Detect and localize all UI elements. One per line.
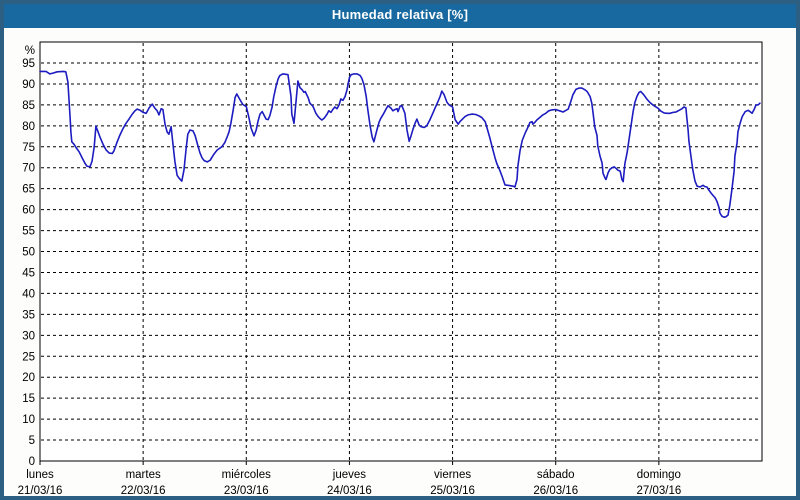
y-axis-unit-label: % [25,45,35,57]
x-axis-day-label: miércoles [222,469,271,481]
x-axis-date-label: 22/03/16 [121,485,166,496]
x-axis-day-label: sábado [537,469,575,481]
x-axis-day-label: domingo [637,469,681,481]
y-axis-tick-label: 30 [22,330,35,342]
y-axis-tick-label: 95 [22,58,35,70]
y-axis-tick-label: 10 [22,414,35,426]
x-axis-date-label: 27/03/16 [636,485,681,496]
y-axis-tick-label: 65 [22,184,35,196]
y-axis-tick-label: 90 [22,79,35,91]
x-axis-date-label: 21/03/16 [18,485,63,496]
y-axis-tick-label: 25 [22,351,35,363]
y-axis-tick-label: 15 [22,393,35,405]
y-axis-tick-label: 75 [22,142,35,154]
y-axis-tick-label: 0 [29,456,35,468]
y-axis-tick-label: 45 [22,267,35,279]
y-axis-tick-label: 80 [22,121,35,133]
humidity-line [39,70,761,218]
x-axis-date-label: 26/03/16 [533,485,578,496]
y-axis-tick-label: 85 [22,100,35,112]
humidity-line-chart: 95908580757065605550454035302520151050%l… [18,41,763,496]
chart-area: 95 90 85 80 75 70 65 60 55 50 45 40 35 30 25 20 15 10 5 0% l… [4,28,796,496]
y-axis-tick-label: 55 [22,226,35,238]
x-axis-date-label: 24/03/16 [327,485,372,496]
y-axis-tick-label: 40 [22,288,35,300]
x-axis-day-label: viernes [434,469,471,481]
x-axis-date-label: 23/03/16 [224,485,269,496]
x-axis-day-label: jueves [332,469,366,481]
y-axis-tick-label: 50 [22,247,35,259]
window-title: Humedad relativa [%] [331,6,469,22]
y-axis-tick-label: 35 [22,309,35,321]
y-axis-tick-label: 20 [22,372,35,384]
window-titlebar: Humedad relativa [%] [4,4,796,28]
y-axis-tick-label: 60 [22,205,35,217]
x-axis-day-label: lunes [26,469,54,481]
x-axis-date-label: 25/03/16 [430,485,475,496]
y-axis-tick-label: 70 [22,163,35,175]
x-axis-day-label: martes [126,469,161,481]
y-axis-tick-label: 5 [29,435,35,447]
